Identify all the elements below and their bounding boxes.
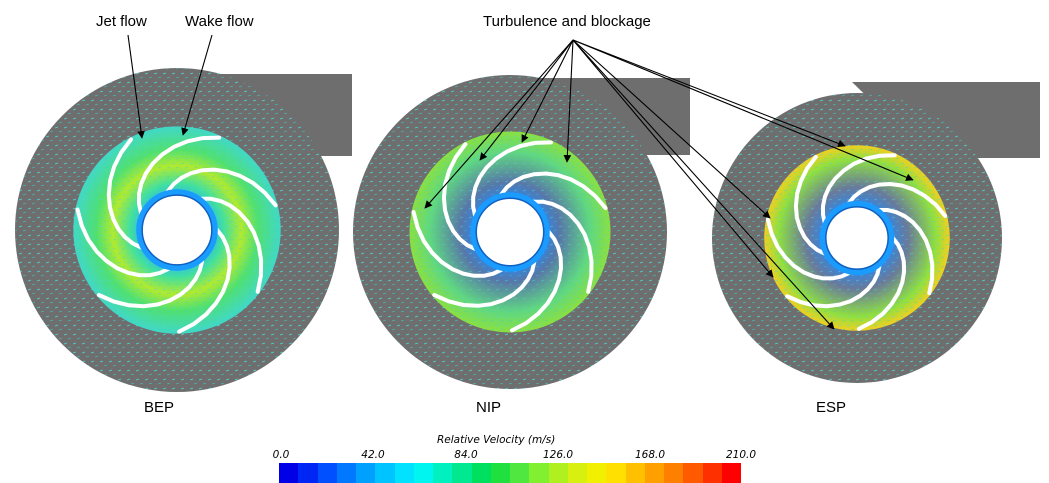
colorbar-segment [413,463,433,483]
impeller-blade [441,142,477,251]
colorbar-segment [298,463,318,483]
pump-esp [712,82,1040,383]
colorbar-segment [644,463,664,483]
colorbar-segment [490,463,510,483]
turbulence-arrow [572,39,774,278]
colorbar-segment [356,463,376,483]
colorbar-segment [721,463,741,483]
colorbar-segment [336,463,356,483]
colorbar-segment [394,463,414,483]
hub [475,197,545,267]
colorbar-segment [548,463,568,483]
colorbar-segment [279,463,299,483]
turbulence-arrow [424,39,574,209]
impeller-blade [432,260,537,308]
impeller-blade [137,135,222,215]
colorbar-tick-1: 42.0 [361,449,385,461]
hub [825,206,889,270]
pump-bep [15,68,352,392]
impeller-blade [499,171,608,211]
impeller-blade [106,137,143,250]
colorbar-segment [567,463,587,483]
colorbar-segment [664,463,684,483]
colorbar-title: Relative Velocity (m/s) [437,434,556,446]
colorbar-segment [683,463,703,483]
turbulence-arrow [521,39,574,143]
jet-flow-arrow [127,34,145,139]
colorbar-segment [375,463,395,483]
colorbar-segment [510,463,530,483]
impeller-blade [96,259,204,309]
jet-flow-label: Jet flow [96,13,147,30]
colorbar-segment [587,463,607,483]
colorbar-tick-3: 126.0 [542,449,574,461]
impeller-blade [411,210,504,278]
impeller-blade [200,196,264,294]
impeller-blade [471,140,553,218]
impeller-blade [75,207,171,278]
turbulence-blockage-label: Turbulence and blockage [483,13,651,30]
colorbar-segment [702,463,722,483]
impeller-blade [177,228,232,334]
colorbar-segment [471,463,491,483]
impeller-blade [793,154,827,256]
wake-flow-arrow [181,34,213,136]
colorbar-tick-2: 84.0 [454,449,478,461]
impeller-blade [821,153,897,225]
turbulence-arrow [479,39,574,161]
annotation-arrows [127,34,914,330]
impeller-blade [765,217,851,281]
velocity-colorbar [279,463,741,483]
impeller-blade [847,181,948,218]
colorbar-segment [529,463,549,483]
impeller-blade [785,264,882,309]
colorbar-segment [317,463,337,483]
colorbar-tick-4: 168.0 [634,449,666,461]
case-label-bep: BEP [144,399,175,416]
turbulence-arrow [572,39,771,219]
impeller-blade [856,236,907,331]
case-label-esp: ESP [816,399,847,416]
colorbar-tick-5: 210.0 [725,449,757,461]
turbulence-arrow [572,39,835,330]
pump-nip [353,75,690,389]
impeller-blade [166,167,278,208]
colorbar-tick-0: 0.0 [272,449,290,461]
colorbar-segment [452,463,472,483]
wake-flow-label: Wake flow [185,13,254,30]
colorbar-segment [625,463,645,483]
turbulence-arrow [572,39,914,181]
impeller-blade [532,199,594,294]
impeller-blade [510,230,564,333]
hub [141,194,213,266]
colorbar-segment [606,463,626,483]
case-label-nip: NIP [476,399,502,416]
impeller-blade [877,208,935,296]
colorbar-segment [433,463,453,483]
turbulence-arrow [572,39,846,148]
turbulence-arrow [563,39,574,163]
